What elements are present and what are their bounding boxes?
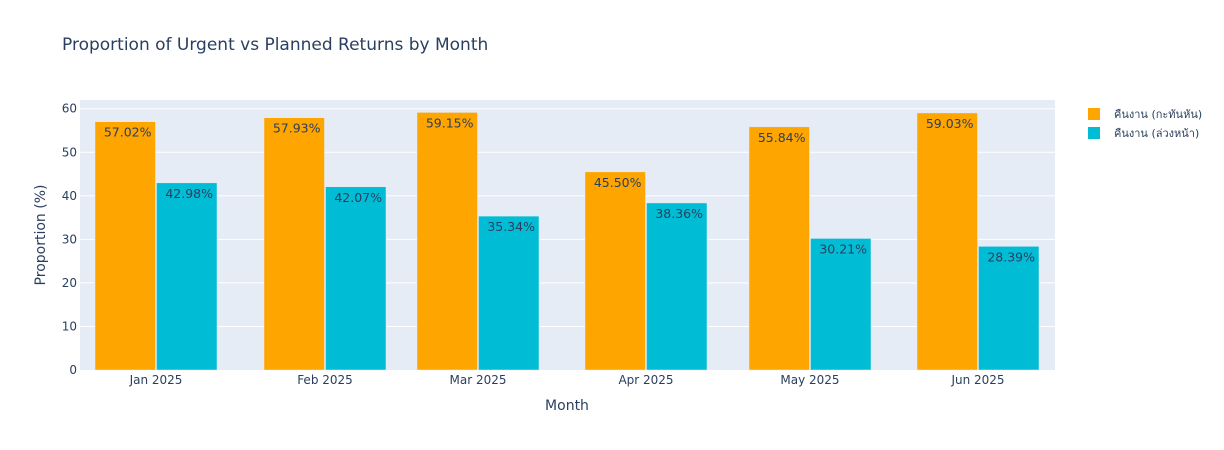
gridlines [80, 108, 1055, 327]
bar-data-label: 28.39% [987, 249, 1035, 264]
plot-area [80, 100, 1055, 370]
bar [916, 112, 978, 371]
y-tick-label: 20 [62, 276, 77, 290]
y-tick-label: 30 [62, 232, 77, 246]
bar-data-label: 38.36% [655, 206, 703, 221]
bar [94, 121, 156, 371]
x-tick-labels: Jan 2025 Feb 2025 Mar 2025 Apr 2025 May 2025… [129, 373, 1005, 387]
y-axis-title: Proportion (%) [33, 185, 49, 286]
legend: คืนงาน (กะทันหัน) คืนงาน (ล่วงหน้า) [1088, 108, 1202, 140]
legend-swatch [1088, 108, 1100, 120]
bar-data-label: 30.21% [819, 241, 867, 256]
bar-data-label: 42.98% [165, 186, 213, 201]
y-tick-labels: 0 10 20 30 40 50 60 [62, 102, 77, 377]
bars: 57.02% 42.98% 57.93% 42.07% 59.15% 35.34% 45.5… [94, 112, 1040, 371]
legend-swatch [1088, 127, 1100, 139]
x-tick-label: Apr 2025 [618, 373, 673, 387]
bar-data-label: 55.84% [758, 130, 806, 145]
x-tick-label: May 2025 [780, 373, 839, 387]
bar [156, 182, 218, 371]
bar-data-label: 45.50% [594, 175, 642, 190]
bar-data-label: 57.93% [273, 121, 321, 136]
y-tick-label: 40 [62, 189, 77, 203]
bar-data-label: 57.02% [104, 125, 152, 140]
x-tick-label: Feb 2025 [297, 373, 353, 387]
bar-data-label: 59.15% [426, 115, 474, 130]
legend-label: คืนงาน (ล่วงหน้า) [1114, 127, 1199, 140]
x-axis-title: Month [545, 398, 589, 414]
y-tick-label: 60 [62, 102, 77, 116]
chart-title: Proportion of Urgent vs Planned Returns … [62, 35, 488, 55]
x-tick-label: Jan 2025 [129, 373, 183, 387]
y-tick-label: 50 [62, 145, 77, 159]
bar [416, 112, 478, 371]
legend-label: คืนงาน (กะทันหัน) [1114, 108, 1202, 121]
x-tick-label: Jun 2025 [950, 373, 1004, 387]
bar [810, 238, 872, 371]
bar-data-label: 42.07% [334, 190, 382, 205]
bar-data-label: 35.34% [487, 219, 535, 234]
bar [263, 117, 325, 371]
y-tick-label: 10 [62, 319, 77, 333]
bar-data-label: 59.03% [926, 116, 974, 131]
bar [978, 246, 1040, 371]
bar [478, 215, 540, 371]
bar [325, 186, 387, 371]
x-tick-label: Mar 2025 [450, 373, 507, 387]
y-tick-label: 0 [69, 363, 77, 377]
bar [584, 171, 646, 371]
bar [646, 202, 708, 371]
bar [748, 126, 810, 371]
